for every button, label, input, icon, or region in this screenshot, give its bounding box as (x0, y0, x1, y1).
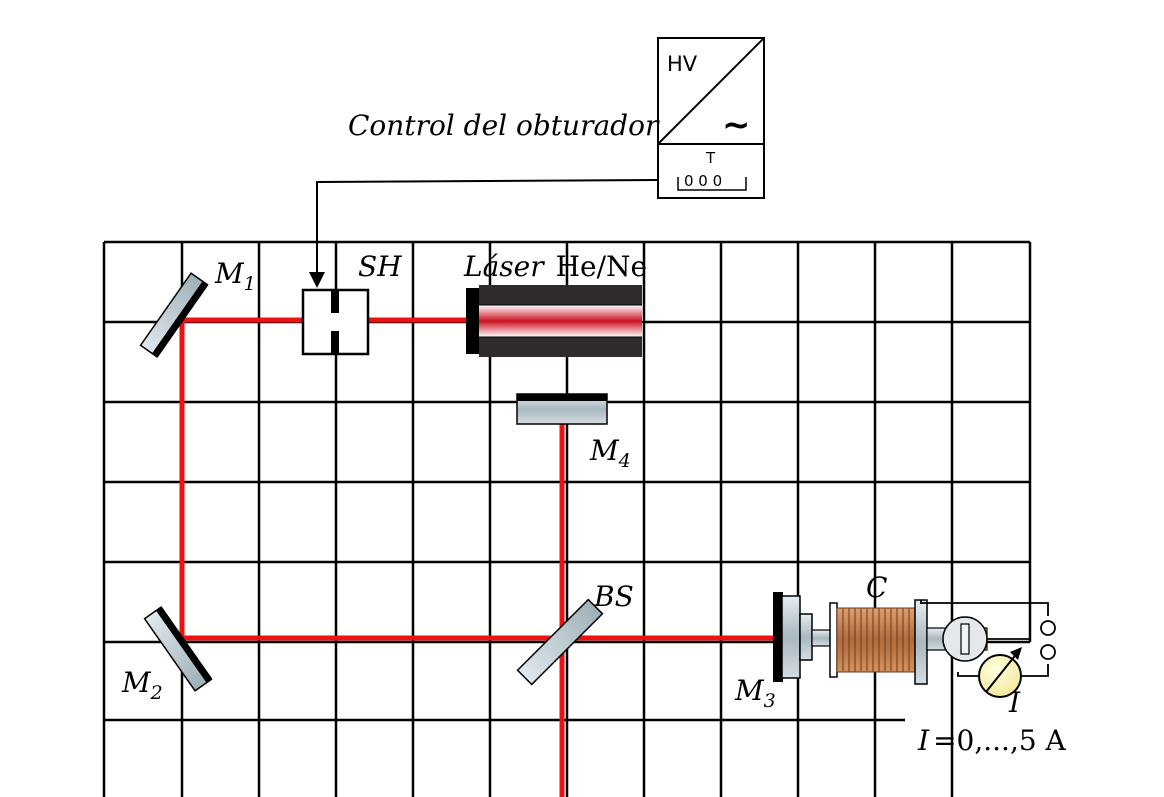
hv-label: HV (667, 52, 698, 76)
current-symbol: I (917, 724, 930, 757)
laser-label: Láser He/Ne (463, 250, 647, 283)
current-range-label: I =0,...,5 A (917, 724, 1067, 757)
ammeter (978, 647, 1022, 698)
shutter-control-label: Control del obturador (348, 109, 660, 142)
coil-assembly (811, 599, 988, 685)
mirror-m1-label: M1 (214, 257, 256, 295)
mirror-m4-label: M4 (589, 434, 631, 472)
coil-circuit (920, 600, 1049, 677)
ac-symbol: ~ (722, 105, 751, 145)
timer-label: T (705, 149, 716, 167)
coil-label: C (866, 571, 887, 604)
shutter-label: SH (358, 250, 402, 283)
timer-display: 0 0 0 (684, 172, 722, 190)
laser-beam (179, 317, 788, 797)
coil-windings (842, 608, 910, 672)
mirror-m3 (773, 592, 813, 682)
laser-label-italic: Láser (463, 250, 545, 283)
arrow-diagonal-icon (1010, 647, 1022, 660)
shutter-control-cable (309, 179, 659, 288)
mirror-m1 (139, 272, 209, 358)
timer-bracket (677, 177, 747, 191)
shutter (301, 288, 370, 356)
hv-power-supply: HV ~ T 0 0 0 (657, 37, 765, 199)
mirror-m2-label: M2 (121, 666, 163, 704)
current-range-value: =0,...,5 A (933, 724, 1066, 757)
beam-splitter (516, 598, 604, 686)
ammeter-label: I (1008, 686, 1021, 719)
beam-splitter-label: BS (593, 580, 634, 613)
mirror-m2 (143, 606, 213, 692)
he-ne-laser (466, 285, 642, 357)
mirror-m4 (516, 393, 608, 425)
arrow-down-icon (309, 272, 325, 288)
mirror-m3-label: M3 (734, 674, 776, 712)
terminal-connectors (1040, 620, 1056, 660)
laser-label-gas: He/Ne (556, 250, 648, 283)
